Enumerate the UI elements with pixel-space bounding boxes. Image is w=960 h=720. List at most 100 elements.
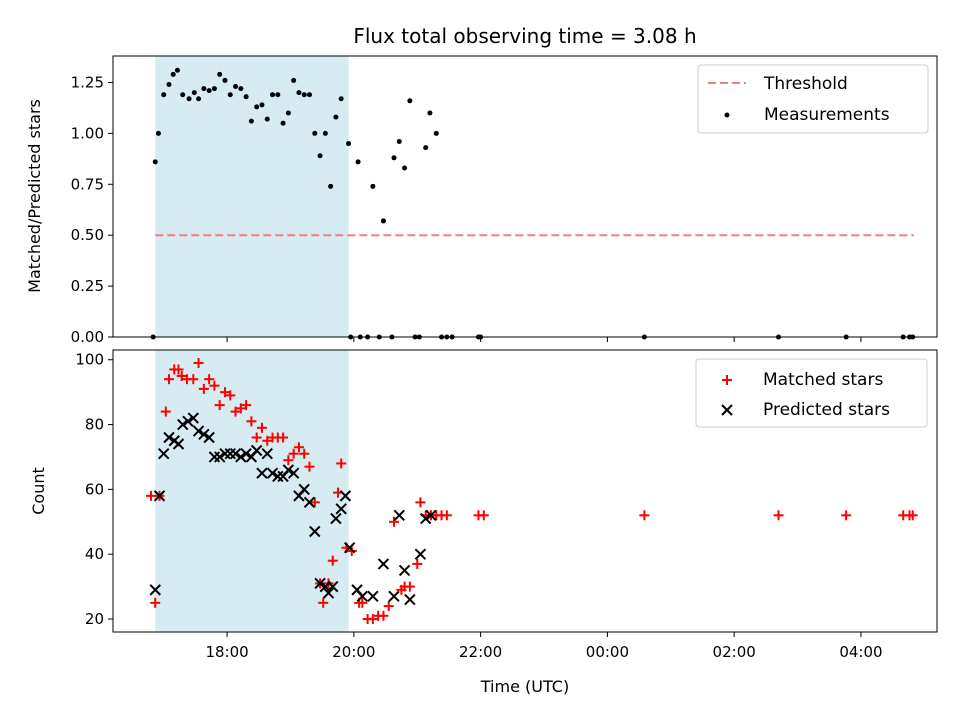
matched-star-point: [288, 448, 299, 459]
measurement-point: [402, 165, 408, 171]
predicted-star-point: [282, 464, 295, 476]
matched-star-point: [309, 497, 320, 508]
measurement-point: [275, 92, 281, 98]
predicted-star-point: [240, 448, 252, 460]
measurement-point: [180, 92, 186, 98]
matched-star-point: [235, 403, 246, 414]
predicted-star-point: [153, 490, 166, 502]
predicted-star-point: [235, 451, 247, 463]
matched-star-point: [230, 406, 241, 417]
measurement-point: [338, 96, 344, 102]
measurement-point: [217, 71, 223, 77]
matched-star-point: [225, 390, 236, 401]
measurement-point: [407, 98, 413, 104]
predicted-star-point: [158, 448, 170, 460]
matched-star-point: [251, 432, 262, 443]
matched-star-point: [389, 516, 400, 527]
measurement-point: [166, 82, 172, 88]
predicted-star-point: [198, 428, 210, 440]
ratio-panel: 0.00 0.25 0.50 0.75 1.00 1.25 Matched/Predict…: [25, 55, 938, 346]
x-tick-label: 18:00: [205, 643, 248, 661]
predicted-star-point: [172, 438, 185, 450]
matched-star-point: [146, 490, 157, 501]
predicted-star-point: [177, 418, 189, 431]
matched-star-point: [198, 383, 209, 394]
predicted-legend-marker: [721, 404, 733, 416]
predicted-star-point: [229, 448, 242, 460]
measurement-point: [291, 77, 297, 83]
predicted-star-point: [203, 431, 215, 444]
predicted-star-point: [322, 587, 335, 599]
matched-star-point: [367, 614, 378, 625]
measurement-point: [201, 86, 207, 92]
matched-star-point: [441, 510, 452, 521]
matched-star-point: [378, 610, 389, 621]
count-shaded-span: [155, 350, 349, 632]
matched-star-point: [357, 597, 368, 608]
measurement-point: [254, 104, 260, 110]
matched-star-point: [773, 510, 784, 521]
ratio-axes: 0.00 0.25 0.50 0.75 1.00 1.25: [71, 73, 862, 346]
matched-star-point: [241, 400, 252, 411]
measurement-point: [238, 86, 244, 92]
measurement-point: [196, 96, 202, 102]
measurement-point: [270, 92, 276, 98]
y-tick-label: 20: [85, 610, 104, 628]
measurement-point: [427, 110, 433, 116]
x-tick-label: 04:00: [839, 643, 882, 661]
matched-legend-marker: [722, 375, 732, 385]
matched-star-point: [214, 400, 225, 411]
measurement-point: [301, 92, 307, 98]
matched-star-point: [219, 387, 230, 398]
matched-star-point: [318, 597, 329, 608]
matched-star-point: [283, 455, 294, 466]
measurement-point: [233, 84, 239, 90]
x-tick-label: 02:00: [713, 643, 756, 661]
predicted-star-point: [187, 412, 199, 424]
y-tick-label: 80: [85, 416, 104, 434]
ratio-legend: Threshold Measurements: [697, 64, 929, 134]
predicted-star-point: [163, 431, 175, 444]
matched-star-point: [639, 510, 650, 521]
y-tick-label: 40: [85, 545, 104, 563]
x-tick-label: 20:00: [332, 643, 375, 661]
measurement-point: [306, 92, 312, 98]
measurement-point: [391, 155, 397, 161]
measurement-point: [211, 86, 217, 92]
measurement-point: [296, 90, 302, 96]
matched-legend-swatch: [722, 375, 732, 385]
predicted-legend-swatch: [721, 404, 733, 416]
matched-star-point: [412, 558, 423, 569]
y-tick-label: 0.25: [71, 277, 104, 295]
matched-star-point: [327, 555, 338, 566]
predicted-star-point: [314, 577, 326, 590]
predicted-star-point: [425, 509, 437, 522]
predicted-star-point: [303, 496, 316, 509]
predicted-star-point: [213, 451, 226, 463]
ratio-plot-frame: [112, 55, 938, 338]
measurement-point: [346, 141, 352, 147]
matched-star-point: [478, 510, 489, 521]
matched-star-point: [262, 435, 273, 446]
matched-star-point: [160, 406, 171, 417]
predicted-star-point: [192, 425, 205, 437]
y-tick-label: 1.00: [71, 124, 104, 142]
matched-star-point: [246, 416, 257, 427]
predicted-star-point: [250, 444, 263, 457]
measurement-point: [152, 159, 158, 165]
predicted-star-point: [419, 512, 432, 525]
measurement-point: [355, 159, 361, 165]
measurements-legend-label: Measurements: [764, 105, 890, 125]
measurement-point: [206, 88, 212, 94]
ratio-shaded-span: [155, 56, 349, 337]
measurement-point: [433, 130, 439, 136]
matched-star-point: [293, 442, 304, 453]
y-tick-label: 60: [85, 480, 104, 498]
x-tick-label: 22:00: [459, 643, 502, 661]
y-tick-label: 0.00: [71, 328, 104, 346]
measurement-point: [370, 183, 376, 189]
threshold-legend-label: Threshold: [763, 74, 848, 94]
measurement-point: [248, 118, 254, 124]
measurement-point: [155, 130, 161, 136]
